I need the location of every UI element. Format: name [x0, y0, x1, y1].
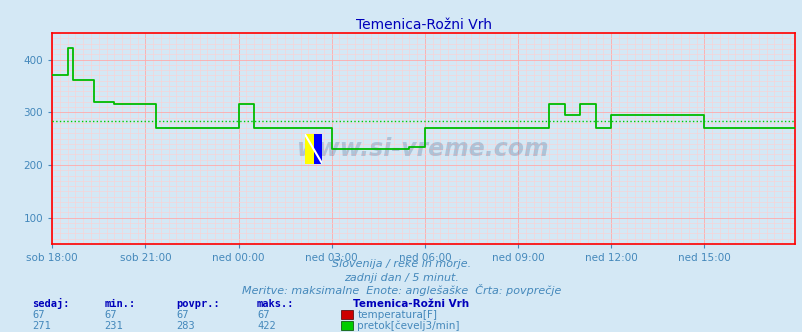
Text: 67: 67: [257, 310, 269, 320]
Bar: [314, 134, 322, 164]
Text: zadnji dan / 5 minut.: zadnji dan / 5 minut.: [343, 273, 459, 283]
Text: Slovenija / reke in morje.: Slovenija / reke in morje.: [331, 259, 471, 269]
Bar: [305, 134, 314, 164]
Text: pretok[čevelj3/min]: pretok[čevelj3/min]: [357, 320, 460, 331]
Text: 231: 231: [104, 321, 123, 331]
Text: 67: 67: [176, 310, 189, 320]
Text: www.si-vreme.com: www.si-vreme.com: [297, 137, 549, 161]
Text: sedaj:: sedaj:: [32, 298, 70, 309]
Text: min.:: min.:: [104, 299, 136, 309]
Text: temperatura[F]: temperatura[F]: [357, 310, 437, 320]
Text: Meritve: maksimalne  Enote: anglešaške  Črta: povprečje: Meritve: maksimalne Enote: anglešaške Čr…: [241, 284, 561, 296]
Text: maks.:: maks.:: [257, 299, 294, 309]
Title: Temenica-Rožni Vrh: Temenica-Rožni Vrh: [355, 18, 491, 32]
Text: Temenica-Rožni Vrh: Temenica-Rožni Vrh: [353, 299, 469, 309]
Text: 67: 67: [104, 310, 117, 320]
Text: povpr.:: povpr.:: [176, 299, 220, 309]
Text: 283: 283: [176, 321, 195, 331]
Text: 271: 271: [32, 321, 51, 331]
Text: 422: 422: [257, 321, 275, 331]
Text: 67: 67: [32, 310, 45, 320]
